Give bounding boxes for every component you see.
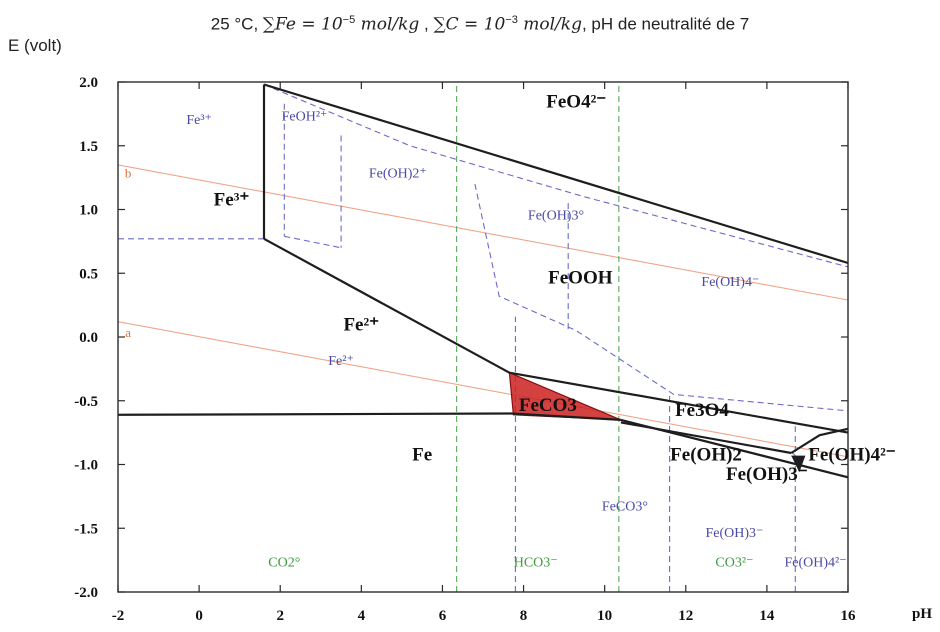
aqueous-boundary-5 [474, 183, 849, 412]
x-tick-label: 16 [841, 608, 857, 624]
x-tick-label: 2 [276, 608, 284, 624]
species-label: Fe²⁺ [343, 315, 379, 336]
species-label: a [125, 325, 131, 340]
species-label: Fe³⁺ [186, 113, 212, 128]
species-label: Fe(OH)2⁺ [369, 167, 427, 182]
x-tick-label: 12 [678, 608, 693, 624]
solid-boundary-6 [620, 421, 792, 455]
x-tick-label: 8 [520, 608, 528, 624]
species-label: FeCO3 [519, 395, 577, 416]
species-label: Fe(OH)4⁻ [701, 275, 759, 290]
species-label: CO3²⁻ [715, 556, 753, 571]
species-label: Fe(OH)3° [528, 209, 584, 224]
plot-frame [117, 81, 849, 593]
y-tick-label: -2.0 [74, 585, 98, 601]
species-label: Fe(OH)3⁻ [726, 464, 808, 485]
species-label: Fe [412, 445, 432, 466]
water-stability-lines [117, 164, 849, 458]
x-tick-label: 6 [439, 608, 447, 624]
y-tick-label: -1.5 [74, 521, 98, 537]
species-label: CO2° [268, 556, 300, 571]
y-tick-label: 2.0 [79, 75, 98, 91]
x-tick-label: 0 [195, 608, 203, 624]
solid-boundaries [117, 83, 849, 479]
species-label: FeO4²⁻ [546, 92, 606, 113]
solid-boundary-4 [509, 371, 849, 434]
species-label: FeOOH [548, 267, 613, 288]
y-axis-label: E (volt) [8, 36, 62, 55]
y-tick-label: 1.5 [79, 139, 98, 155]
x-tick-label: 4 [358, 608, 366, 624]
y-tick-label: 0.0 [79, 330, 98, 346]
axis-ticks: -2 0 2 4 6 8 10 12 14 16 2.0 1.5 1.0 0.5 0.0 -0.5 -1.0 -1… [74, 75, 932, 624]
species-label: Fe(OH)4²⁻ [784, 556, 846, 571]
solid-boundary-3 [263, 83, 849, 265]
y-tick-label: 0.5 [79, 266, 98, 282]
aqueous-boundary-3 [284, 235, 342, 249]
solid-boundary-7 [790, 427, 849, 454]
arrowhead-marker [791, 455, 806, 473]
species-label: Fe²⁺ [328, 354, 354, 369]
x-axis-label: pH [912, 606, 932, 622]
solid-boundary-2 [263, 237, 510, 374]
y-tick-label: -0.5 [74, 394, 98, 410]
y-tick-label: 1.0 [79, 203, 98, 219]
species-label: Fe3O4 [675, 400, 729, 421]
water-line-b [117, 164, 849, 301]
species-label: Fe(OH)4²⁻ [808, 445, 895, 466]
species-label: b [125, 166, 132, 181]
species-label: FeOH²⁺ [282, 109, 328, 124]
y-tick-label: -1.0 [74, 458, 98, 474]
x-tick-label: -2 [112, 608, 125, 624]
species-label: Fe(OH)2 [670, 445, 742, 466]
species-label: Fe(OH)3⁻ [705, 526, 763, 541]
species-label: FeCO3° [602, 499, 648, 514]
water-line-a [117, 321, 849, 458]
chart-title: 25 °C, ∑Fe = 10−5 mol/kg , ∑C = 10−3 mol… [210, 14, 750, 35]
plot-frame-layer [117, 81, 849, 593]
species-label: HCO3⁻ [514, 556, 558, 571]
species-label: Fe³⁺ [214, 190, 250, 211]
dashed-boundaries [118, 82, 849, 592]
solid-boundary-0 [117, 412, 621, 421]
x-tick-label: 14 [759, 608, 775, 624]
x-tick-label: 10 [597, 608, 612, 624]
